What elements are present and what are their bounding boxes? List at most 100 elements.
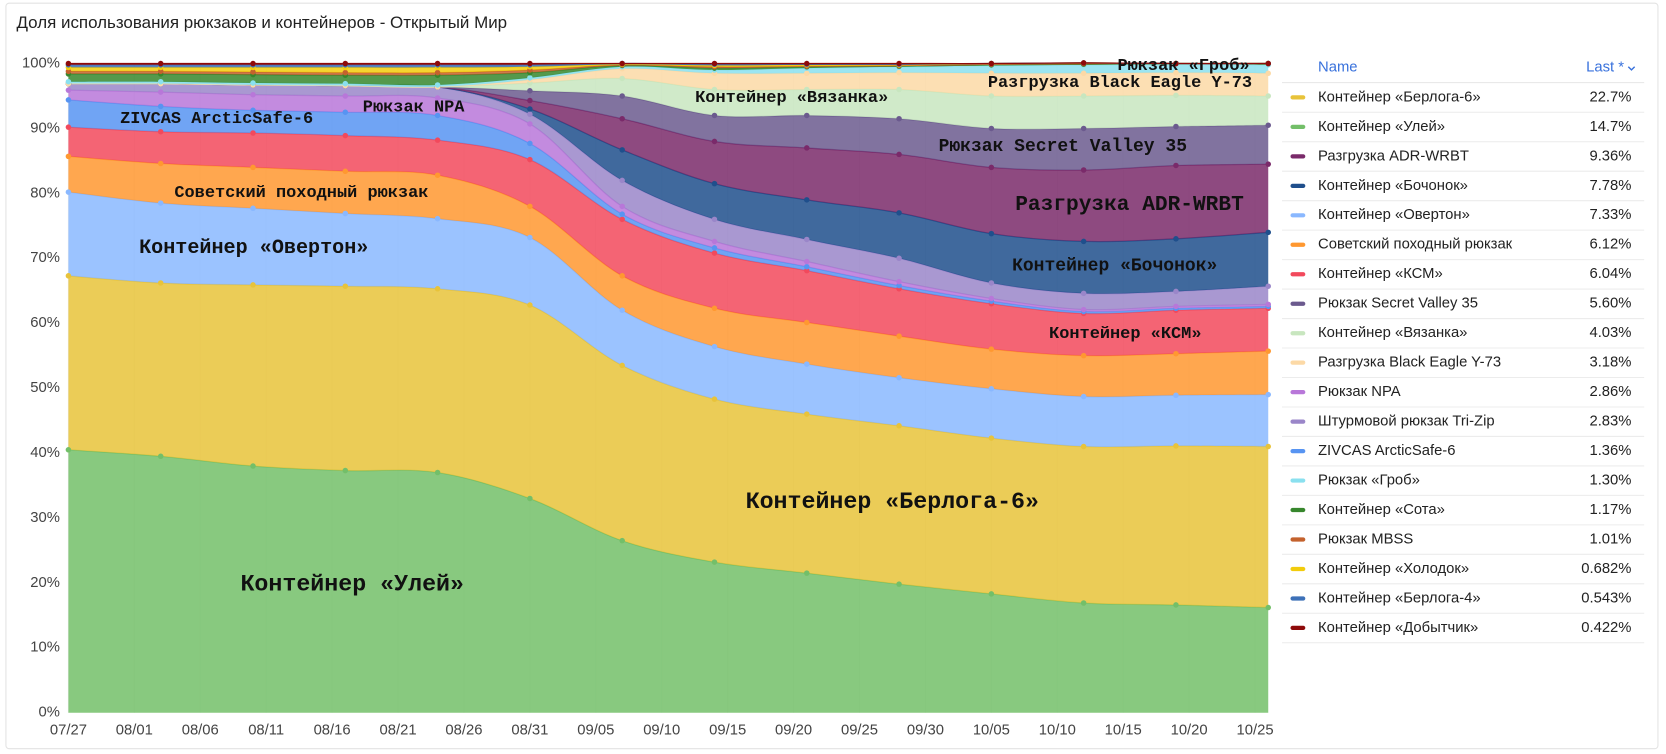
point (1265, 161, 1271, 167)
point (250, 164, 256, 171)
legend-item[interactable]: Контейнер «Бочонок» 7.78% (1282, 178, 1645, 202)
area (68, 99, 1269, 314)
area (68, 83, 1269, 294)
point (619, 307, 625, 313)
legend-swatch (1290, 242, 1306, 247)
point (1265, 283, 1271, 289)
legend-item[interactable]: Рюкзак Secret Valley 35 5.60% (1282, 296, 1645, 320)
point (1173, 162, 1179, 169)
point (1173, 602, 1179, 608)
legend-item[interactable]: Рюкзак NPA 2.86% (1282, 384, 1645, 408)
point (527, 75, 533, 81)
point (157, 128, 164, 135)
legend-header-name[interactable]: Name (1318, 60, 1358, 76)
point (988, 60, 995, 67)
legend-value: 2.83% (1589, 414, 1631, 430)
series-annotation: Контейнер «Бочонок» (1012, 257, 1217, 277)
area (68, 62, 1269, 68)
point (157, 200, 164, 206)
point (65, 447, 72, 453)
point (527, 97, 533, 104)
legend-item[interactable]: Контейнер «Добытчик» 0.422% (1282, 620, 1645, 644)
point (1265, 229, 1271, 236)
legend-item[interactable]: Контейнер «Вязанка» 4.03% (1282, 325, 1645, 349)
legend-header-last[interactable]: Last * (1586, 60, 1624, 76)
legend-item[interactable]: Рюкзак «Гроб» 1.30% (1282, 472, 1645, 496)
legend-swatch (1290, 213, 1306, 218)
legend-swatch (1290, 154, 1306, 159)
point (1080, 393, 1087, 400)
point (988, 93, 995, 99)
legend-item[interactable]: Контейнер «Холодок» 0.682% (1282, 561, 1645, 585)
x-tick-label: 09/05 (577, 723, 614, 739)
legend-swatch (1290, 390, 1306, 395)
point (804, 197, 810, 203)
point (250, 463, 256, 469)
y-tick-label: 80% (30, 185, 60, 201)
legend-swatch (1290, 507, 1306, 513)
point (342, 60, 349, 67)
point (896, 151, 902, 158)
legend-item[interactable]: Штурмовой рюкзак Tri-Zip 2.83% (1282, 414, 1645, 437)
legend-item[interactable]: Контейнер «Берлога-6» 22.7% (1282, 89, 1645, 113)
area (68, 68, 1269, 97)
point (619, 60, 625, 67)
point (434, 172, 441, 178)
point (988, 280, 995, 286)
legend-item[interactable]: ZIVCAS ArcticSafe-6 1.36% (1282, 443, 1645, 467)
legend-value: 5.60% (1589, 296, 1631, 312)
legend-item[interactable]: Контейнер «Улей» 14.7% (1282, 119, 1645, 143)
y-tick-label: 30% (30, 510, 60, 526)
point (804, 319, 810, 326)
legend-item[interactable]: Контейнер «КСМ» 6.04% (1282, 266, 1645, 290)
point (988, 435, 995, 441)
point (1173, 392, 1179, 399)
point (619, 75, 625, 82)
area (68, 83, 1269, 242)
axes: 0% 10% 20% 30% 40% 50% 60% 70% 80% 90% 100% 07/27 08… (22, 55, 1274, 738)
point (804, 236, 810, 243)
legend-value: 4.03% (1589, 325, 1631, 341)
legend-item[interactable]: Контейнер «Сота» 1.17% (1282, 502, 1645, 526)
point (157, 160, 164, 167)
y-tick-label: 100% (22, 55, 60, 71)
legend-swatch (1290, 272, 1306, 277)
point (711, 112, 718, 119)
point (1265, 301, 1271, 308)
legend-swatch (1290, 301, 1306, 306)
point (1173, 60, 1179, 67)
point (988, 70, 995, 77)
x-tick-label: 10/05 (973, 723, 1010, 739)
point (804, 86, 810, 93)
legend-swatch (1290, 331, 1306, 336)
legend-item[interactable]: Контейнер «Берлога-4» 0.543% (1282, 590, 1645, 614)
point (804, 263, 810, 270)
x-tick-label: 09/20 (775, 723, 812, 739)
areas (68, 62, 1269, 713)
point (434, 469, 441, 476)
legend-item[interactable]: Контейнер «Овертон» 7.33% (1282, 207, 1645, 231)
legend-item[interactable]: Советский походный рюкзак 6.12% (1282, 237, 1645, 261)
point (619, 147, 625, 153)
legend-item[interactable]: Разгрузка ADR-WRBT 9.36% (1282, 148, 1645, 172)
legend-value: 1.17% (1589, 502, 1631, 518)
point (896, 69, 902, 76)
legend-item[interactable]: Рюкзак MBSS 1.01% (1282, 531, 1645, 555)
point (65, 60, 72, 67)
point (988, 346, 995, 352)
point (804, 70, 810, 77)
area (68, 192, 1269, 447)
point (342, 168, 349, 175)
y-tick-label: 0% (39, 705, 60, 721)
legend-value: 14.7% (1589, 119, 1631, 135)
area (68, 64, 1269, 88)
points (65, 60, 1271, 611)
point (342, 69, 349, 76)
point (65, 153, 72, 160)
point (250, 91, 256, 98)
legend-swatch (1290, 183, 1306, 188)
series-annotation: Контейнер «КСМ» (1049, 325, 1201, 344)
legend-item[interactable]: Разгрузка Black Eagle Y-73 3.18% (1282, 355, 1645, 379)
point (157, 103, 164, 110)
area (68, 62, 1269, 73)
